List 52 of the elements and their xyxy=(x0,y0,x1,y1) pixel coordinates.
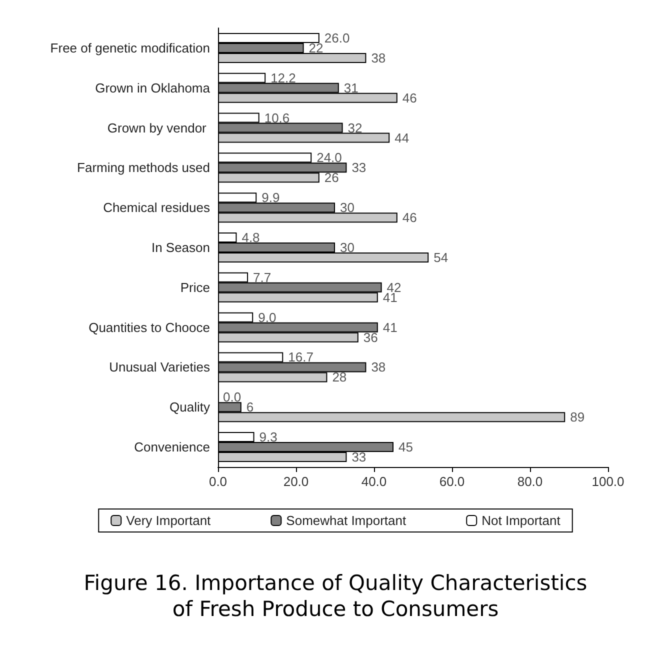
data-label: 24.0 xyxy=(316,150,342,166)
data-label: 0.0 xyxy=(223,390,242,405)
y-tick-label: Grown by vendor xyxy=(107,120,210,136)
data-label: 30 xyxy=(340,240,354,255)
data-label: 38 xyxy=(371,360,386,375)
y-tick-label: Farming methods used xyxy=(77,160,210,176)
data-label: 46 xyxy=(402,210,417,226)
data-label: 26 xyxy=(324,170,339,186)
y-tick-label: Convenience xyxy=(134,440,210,455)
x-tick-label: 80.0 xyxy=(517,474,543,489)
data-label: 9.3 xyxy=(259,430,278,445)
data-label: 36 xyxy=(363,330,378,345)
data-label: 45 xyxy=(398,440,413,455)
legend-label: Somewhat Important xyxy=(286,513,406,528)
x-tick-label: 20.0 xyxy=(283,474,309,489)
data-label: 16.7 xyxy=(288,350,314,365)
y-tick-label: Chemical residues xyxy=(103,200,210,216)
data-label: 41 xyxy=(382,320,398,335)
data-label: 54 xyxy=(434,250,448,265)
caption: Figure 16. Importance of Quality Characteristics of Fresh Produce to Consumers xyxy=(84,571,588,621)
legend-label: Very Important xyxy=(126,513,212,528)
y-tick-label: Quantities to Chooce xyxy=(88,320,210,335)
data-label: 33 xyxy=(352,450,366,465)
y-tick-label: Grown in Oklahoma xyxy=(95,80,211,96)
data-label: 6 xyxy=(246,400,254,415)
legend-label: Not Important xyxy=(482,513,561,528)
data-label: 22 xyxy=(308,40,324,56)
data-label: 28 xyxy=(332,370,347,385)
data-label: 38 xyxy=(371,50,386,66)
data-label: 9.0 xyxy=(258,310,276,325)
data-label: 33 xyxy=(352,160,366,176)
data-label: 26.0 xyxy=(324,30,350,46)
data-label: 31 xyxy=(344,80,358,96)
x-tick-label: 60.0 xyxy=(439,474,465,489)
data-label: 7.7 xyxy=(253,270,272,285)
x-tick-label: 40.0 xyxy=(361,474,387,489)
x-tick-label: 0.0 xyxy=(208,474,228,489)
data-label: 12.2 xyxy=(270,70,296,86)
data-label: 46 xyxy=(402,90,417,106)
data-label: 10.6 xyxy=(264,110,290,126)
data-label: 4.8 xyxy=(242,230,260,245)
y-tick-label: In Season xyxy=(151,240,210,255)
data-label: 44 xyxy=(394,130,410,146)
y-tick-label: Price xyxy=(180,280,210,295)
data-label: 32 xyxy=(348,120,362,136)
y-tick-label: Unusual Varieties xyxy=(109,360,210,375)
x-tick-label: 100.0 xyxy=(592,474,624,489)
y-tick-label: Free of genetic modification xyxy=(50,40,210,56)
data-label: 89 xyxy=(570,410,585,425)
data-label: 9.9 xyxy=(262,190,280,206)
data-label: 30 xyxy=(340,200,354,216)
y-tick-label: Quality xyxy=(170,400,210,415)
